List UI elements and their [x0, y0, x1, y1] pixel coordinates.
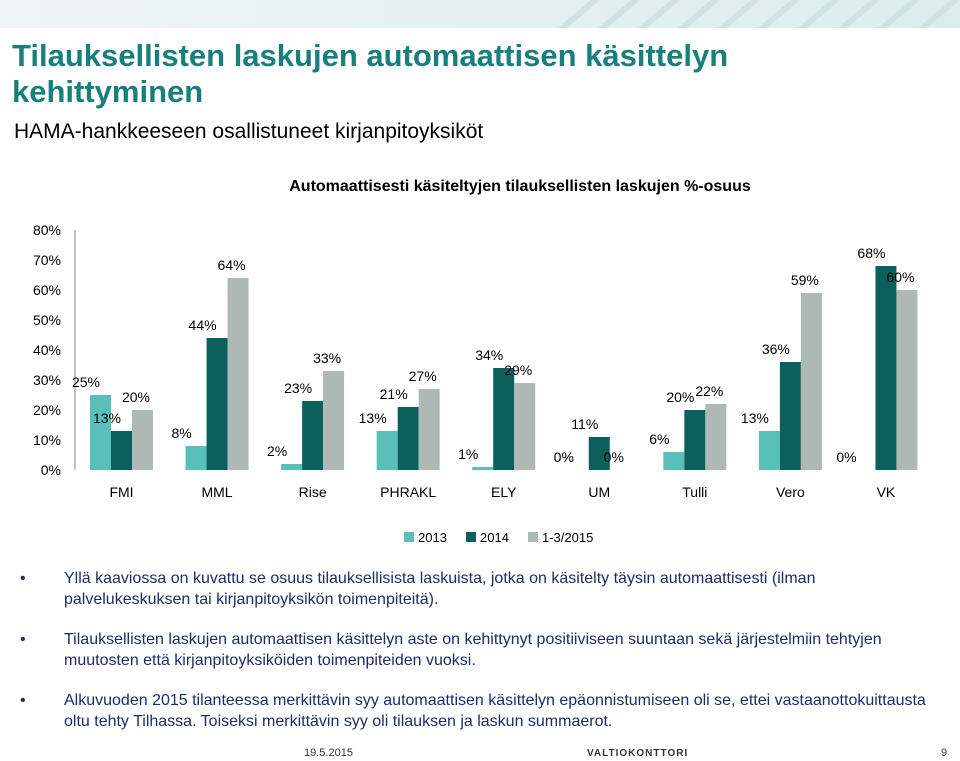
bar-2014-vero — [779, 362, 801, 470]
data-label: 1% — [458, 446, 478, 462]
bar-2014-ely — [493, 368, 515, 470]
legend-label: 1-3/2015 — [542, 530, 593, 545]
bar-132015-fmi — [132, 410, 153, 470]
slide-subtitle: HAMA-hankkeeseen osallistuneet kirjanpit… — [14, 120, 484, 143]
data-label: 13% — [359, 410, 387, 426]
bullet-text: Tilauksellisten laskujen automaattisen k… — [64, 631, 882, 669]
bar-2014-fmi — [111, 431, 132, 470]
bar-132015-tulli — [705, 404, 727, 470]
y-tick-label: 0% — [41, 462, 61, 478]
footer-date: 19.5.2015 — [304, 747, 353, 759]
bar-2013-phrakl — [376, 431, 398, 470]
y-tick-label: 50% — [33, 312, 61, 328]
chart-title: Automaattisesti käsiteltyjen tilaukselli… — [289, 178, 751, 195]
bullet-dot-icon: • — [20, 570, 26, 587]
bar-2013-fmi — [90, 395, 111, 470]
header-band — [0, 0, 960, 28]
data-label: 68% — [857, 245, 885, 261]
bullet-text: Alkuvuoden 2015 tilanteessa merkittävin … — [64, 692, 926, 730]
bar-132015-vk — [896, 290, 918, 470]
footer-logo: VALTIOKONTTORI — [587, 748, 689, 759]
y-tick-label: 60% — [33, 282, 61, 298]
bullet-text: Yllä kaaviossa on kuvattu se osuus tilau… — [64, 570, 816, 608]
data-label: 22% — [695, 383, 723, 399]
bullet-item: • Tilauksellisten laskujen automaattisen… — [20, 629, 940, 671]
y-tick-label: 20% — [33, 402, 61, 418]
bar-2013-mml — [185, 446, 207, 470]
legend-swatch — [404, 532, 414, 542]
data-label: 44% — [189, 317, 217, 333]
bar-132015-mml — [227, 278, 249, 470]
legend-label: 2014 — [480, 530, 509, 545]
data-label: 11% — [571, 416, 598, 432]
x-tick-label: FMI — [109, 484, 133, 500]
legend-label: 2013 — [418, 530, 447, 545]
data-label: 8% — [171, 425, 191, 441]
decorative-pattern-icon — [558, 0, 960, 28]
y-tick-label: 30% — [33, 372, 61, 388]
legend-swatch — [528, 532, 538, 542]
x-tick-label: Rise — [299, 484, 327, 500]
bullet-list: • Yllä kaaviossa on kuvattu se osuus til… — [20, 568, 940, 751]
data-label: 21% — [380, 386, 408, 402]
y-tick-label: 70% — [33, 252, 61, 268]
bullet-dot-icon: • — [20, 692, 26, 709]
data-label: 33% — [313, 350, 341, 366]
bar-2014-tulli — [684, 410, 706, 470]
x-tick-label: ELY — [491, 484, 517, 500]
x-tick-label: Tulli — [682, 484, 707, 500]
bar-2013-ely — [472, 467, 494, 470]
x-tick-label: PHRAKL — [380, 484, 436, 500]
data-label: 6% — [649, 431, 669, 447]
data-label: 13% — [93, 410, 121, 426]
data-label: 2% — [267, 443, 287, 459]
x-tick-label: MML — [201, 484, 232, 500]
bar-132015-vero — [800, 293, 822, 470]
data-label: 20% — [122, 389, 150, 405]
x-tick-label: Vero — [776, 484, 805, 500]
data-label: 25% — [72, 374, 100, 390]
bullet-item: • Alkuvuoden 2015 tilanteessa merkittävi… — [20, 690, 940, 732]
bar-2014-mml — [206, 338, 228, 470]
data-label: 0% — [604, 449, 624, 465]
data-label: 20% — [666, 389, 694, 405]
bar-132015-ely — [514, 383, 536, 470]
bar-chart: 0%10%20%30%40%50%60%70%80%25%13%20%FMI8%… — [33, 222, 918, 545]
bar-2013-vero — [758, 431, 780, 470]
x-tick-label: UM — [588, 484, 610, 500]
bar-2013-tulli — [663, 452, 685, 470]
data-label: 23% — [284, 380, 312, 396]
data-label: 29% — [504, 362, 532, 378]
bar-2014-vk — [875, 266, 897, 470]
data-label: 34% — [475, 347, 503, 363]
data-label: 13% — [741, 410, 769, 426]
data-label: 0% — [554, 449, 574, 465]
slide-title: Tilauksellisten laskujen automaattisen k… — [12, 38, 729, 109]
bar-132015-rise — [323, 371, 345, 470]
y-tick-label: 40% — [33, 342, 61, 358]
bar-2014-um — [588, 437, 610, 470]
data-label: 36% — [762, 341, 790, 357]
bullet-dot-icon: • — [20, 631, 26, 648]
page-number: 9 — [941, 747, 948, 759]
data-label: 59% — [791, 272, 819, 288]
y-tick-label: 10% — [33, 432, 61, 448]
bar-2013-rise — [281, 464, 303, 470]
bar-132015-phrakl — [418, 389, 440, 470]
bar-2014-rise — [302, 401, 324, 470]
bar-2014-phrakl — [397, 407, 419, 470]
data-label: 0% — [836, 449, 856, 465]
x-tick-label: VK — [877, 484, 896, 500]
legend-swatch — [466, 532, 476, 542]
bullet-item: • Yllä kaaviossa on kuvattu se osuus til… — [20, 568, 940, 610]
data-label: 27% — [409, 368, 437, 384]
y-tick-label: 80% — [33, 222, 61, 238]
data-label: 60% — [886, 269, 914, 285]
data-label: 64% — [218, 257, 246, 273]
